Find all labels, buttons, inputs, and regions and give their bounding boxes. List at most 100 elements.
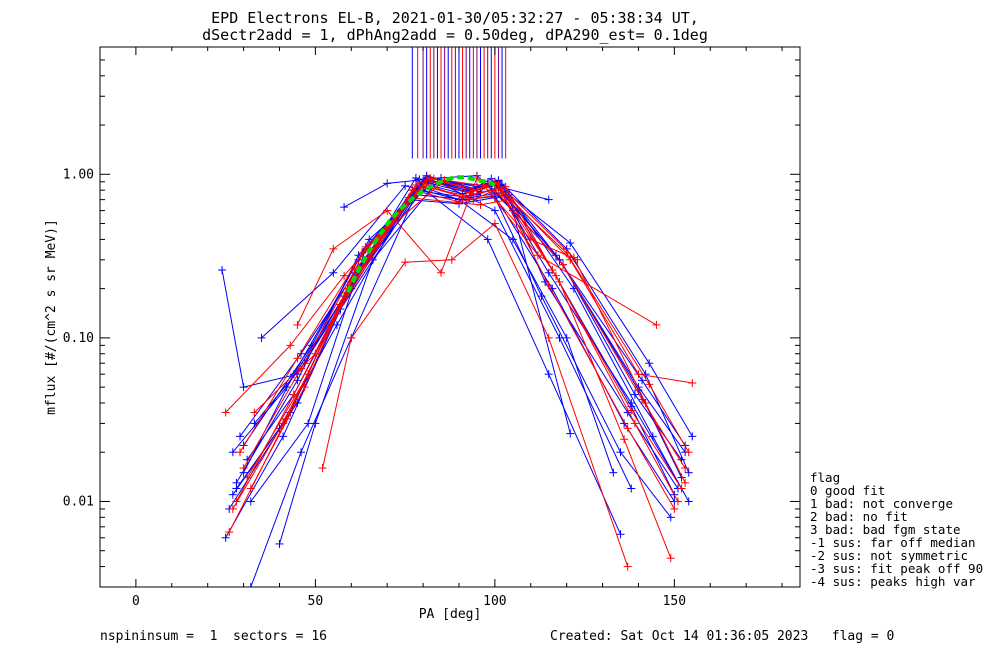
data-point <box>688 378 697 387</box>
data-point <box>544 281 553 290</box>
data-point <box>297 364 306 373</box>
x-axis-label: PA [deg] <box>419 607 482 622</box>
fit-curve <box>345 175 496 294</box>
legend-entry: -1 sus: far off median <box>810 535 976 550</box>
series-line <box>232 185 675 502</box>
data-point <box>620 435 629 444</box>
data-point <box>544 333 553 342</box>
data-point <box>415 177 424 186</box>
data-point <box>526 235 535 244</box>
chart-title-line1: EPD Electrons EL-B, 2021-01-30/05:32:27 … <box>211 9 699 27</box>
legend-entry: 2 bad: no fit <box>810 509 908 524</box>
fit-layer <box>345 175 496 294</box>
data-point <box>218 265 227 274</box>
series-line <box>254 182 686 446</box>
data-point <box>494 179 503 188</box>
data-point <box>401 258 410 267</box>
data-point <box>401 181 410 190</box>
data-point <box>634 370 643 379</box>
data-point <box>555 255 564 264</box>
data-point <box>681 478 690 487</box>
legend-entry: 0 good fit <box>810 483 885 498</box>
data-point <box>501 182 510 191</box>
data-point <box>293 354 302 363</box>
y-tick-label: 0.01 <box>63 494 94 509</box>
data-point <box>311 349 320 358</box>
x-tick-label: 100 <box>483 594 506 609</box>
data-point <box>239 383 248 392</box>
data-point <box>609 468 618 477</box>
data-point <box>677 484 686 493</box>
data-point <box>279 432 288 441</box>
data-point <box>544 370 553 379</box>
data-point <box>293 320 302 329</box>
data-point <box>681 464 690 473</box>
y-axis-label: mflux [#/(cm^2 s sr MeV)] <box>44 219 59 415</box>
data-point <box>476 200 485 209</box>
data-point <box>329 268 338 277</box>
series-line <box>246 178 686 484</box>
data-point <box>422 176 431 185</box>
data-point <box>232 478 241 487</box>
data-point <box>652 320 661 329</box>
data-point <box>297 349 306 358</box>
data-point <box>666 554 675 563</box>
data-point <box>630 390 639 399</box>
data-point <box>347 333 356 342</box>
data-point <box>246 497 255 506</box>
data-point <box>250 408 259 417</box>
data-point <box>616 448 625 457</box>
data-point <box>490 206 499 215</box>
data-point <box>429 174 438 183</box>
data-point <box>246 484 255 493</box>
plot-frame <box>99 46 801 588</box>
series-line <box>261 185 614 473</box>
data-point <box>225 528 234 537</box>
data-point <box>383 206 392 215</box>
data-point <box>573 255 582 264</box>
vertical-bars <box>411 47 507 159</box>
data-point <box>555 333 564 342</box>
x-tick-label: 50 <box>308 594 324 609</box>
data-point <box>243 473 252 482</box>
data-point <box>332 320 341 329</box>
series-line <box>343 175 571 434</box>
data-point <box>566 429 575 438</box>
data-point <box>228 448 237 457</box>
data-point <box>304 370 313 379</box>
data-point <box>383 179 392 188</box>
data-point <box>616 530 625 539</box>
data-point <box>304 419 313 428</box>
data-point <box>498 189 507 198</box>
data-point <box>684 497 693 506</box>
data-point <box>630 419 639 428</box>
data-point <box>437 268 446 277</box>
series-line <box>243 181 686 473</box>
data-point <box>221 408 230 417</box>
legend-entry: 3 bad: bad fgm state <box>810 522 961 537</box>
data-point <box>684 468 693 477</box>
data-point <box>688 432 697 441</box>
x-tick-label: 150 <box>663 594 686 609</box>
data-point <box>623 424 632 433</box>
data-point <box>673 497 682 506</box>
data-point <box>670 504 679 513</box>
data-point <box>236 432 244 441</box>
series-line <box>239 189 679 489</box>
data-point <box>645 380 654 389</box>
data-point <box>569 284 578 293</box>
data-point <box>508 235 517 244</box>
legend-entry: -3 sus: fit peak off 90 <box>810 561 983 576</box>
data-point <box>297 448 306 457</box>
data-point <box>684 448 693 457</box>
legend-title: flag <box>810 470 840 485</box>
data-point <box>340 203 349 212</box>
data-point <box>566 239 575 248</box>
data-point <box>490 219 499 228</box>
data-point <box>257 333 266 342</box>
data-point <box>505 195 514 204</box>
legend-entry: 1 bad: not converge <box>810 496 953 511</box>
data-point <box>641 398 650 407</box>
data-point <box>559 260 568 269</box>
data-point <box>533 251 542 260</box>
